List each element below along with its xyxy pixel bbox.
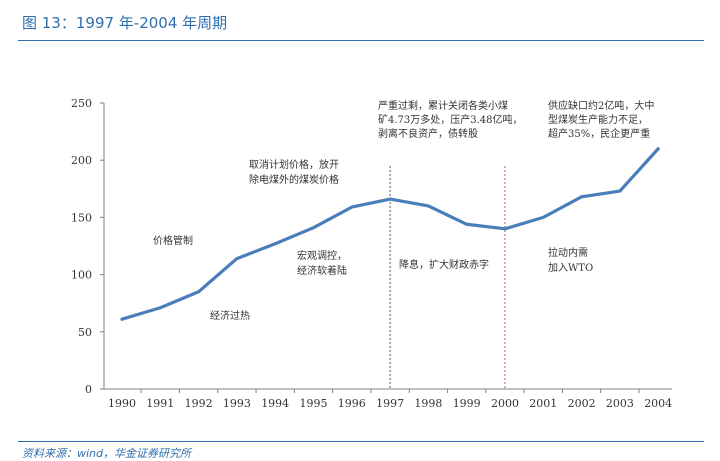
x-tick-label-1993: 1993 (223, 397, 251, 410)
annotation-price-control: 价格管制 (153, 234, 193, 247)
x-tick-label-2003: 2003 (606, 397, 634, 410)
annotation-demand-wto: 拉动内需 加入WTO (548, 246, 593, 274)
annotation-cancel-plan: 取消计划价格，放开 除电煤外的煤炭价格 (249, 158, 342, 186)
y-tick-label-200: 200 (71, 154, 92, 167)
data-point-2002 (580, 195, 584, 199)
data-point-1999 (465, 222, 469, 226)
x-tick-label-2000: 2000 (491, 397, 519, 410)
y-tick-label-250: 250 (71, 97, 92, 110)
annotation-supply-reform: 严重过剩，累计关闭各类小煤 矿4.73万多处，压产3.48亿吨， 剥离不良资产，… (378, 99, 526, 140)
series-group (120, 147, 660, 321)
data-point-2000 (503, 227, 507, 231)
x-tick-label-2004: 2004 (644, 397, 672, 410)
data-point-1996 (350, 205, 354, 209)
y-tick-label-50: 50 (78, 326, 92, 339)
annotation-rate-cut: 降息，扩大财政赤字 (399, 258, 489, 271)
x-tick-label-1997: 1997 (376, 397, 404, 410)
x-axis-ticks: 1990 1991 1992 1993 1994 1995 1996 1997 1998 1999… (108, 389, 672, 410)
data-point-2003 (618, 189, 622, 193)
title-rule (18, 40, 704, 41)
data-point-1998 (426, 204, 430, 208)
footer-rule (18, 441, 704, 442)
line-chart: 0 50 100 150 200 250 1990 1991 1992 1993 1994 1995… (71, 97, 672, 410)
x-tick-label-1998: 1998 (414, 397, 442, 410)
y-axis-ticks: 0 50 100 150 200 250 (71, 97, 104, 396)
x-tick-label-1996: 1996 (338, 397, 366, 410)
data-point-1994 (273, 242, 277, 246)
period-dividers (389, 166, 506, 389)
data-point-1995 (312, 226, 315, 230)
data-point-2001 (541, 215, 545, 219)
x-tick-label-1995: 1995 (300, 397, 328, 410)
x-tick-label-2002: 2002 (568, 397, 596, 410)
y-tick-label-0: 0 (85, 383, 92, 396)
x-tick-label-2001: 2001 (529, 397, 557, 410)
x-tick-label-1991: 1991 (146, 397, 174, 410)
data-point-1990 (120, 317, 124, 321)
data-point-1991 (158, 306, 162, 310)
data-point-2004 (656, 147, 660, 151)
y-tick-label-100: 100 (71, 269, 92, 282)
x-tick-label-1999: 1999 (453, 397, 481, 410)
x-tick-label-1992: 1992 (185, 397, 213, 410)
data-point-1992 (197, 290, 201, 294)
x-tick-label-1994: 1994 (261, 397, 289, 410)
data-point-1993 (235, 257, 239, 261)
annotation-shortage: 供应缺口约2亿吨，大中 型煤炭生产能力不足， 超产35%，民企更严重 (548, 99, 658, 140)
annotation-overheating: 经济过热 (210, 309, 250, 322)
y-tick-label-150: 150 (71, 211, 92, 224)
figure-title: 图 13：1997 年-2004 年周期 (22, 14, 228, 32)
x-tick-label-1990: 1990 (108, 397, 136, 410)
annotation-macro-control: 宏观调控， 经济软着陆 (297, 249, 350, 277)
data-point-1997 (388, 197, 392, 201)
source-note: 资料来源：wind，华金证券研究所 (22, 447, 192, 460)
